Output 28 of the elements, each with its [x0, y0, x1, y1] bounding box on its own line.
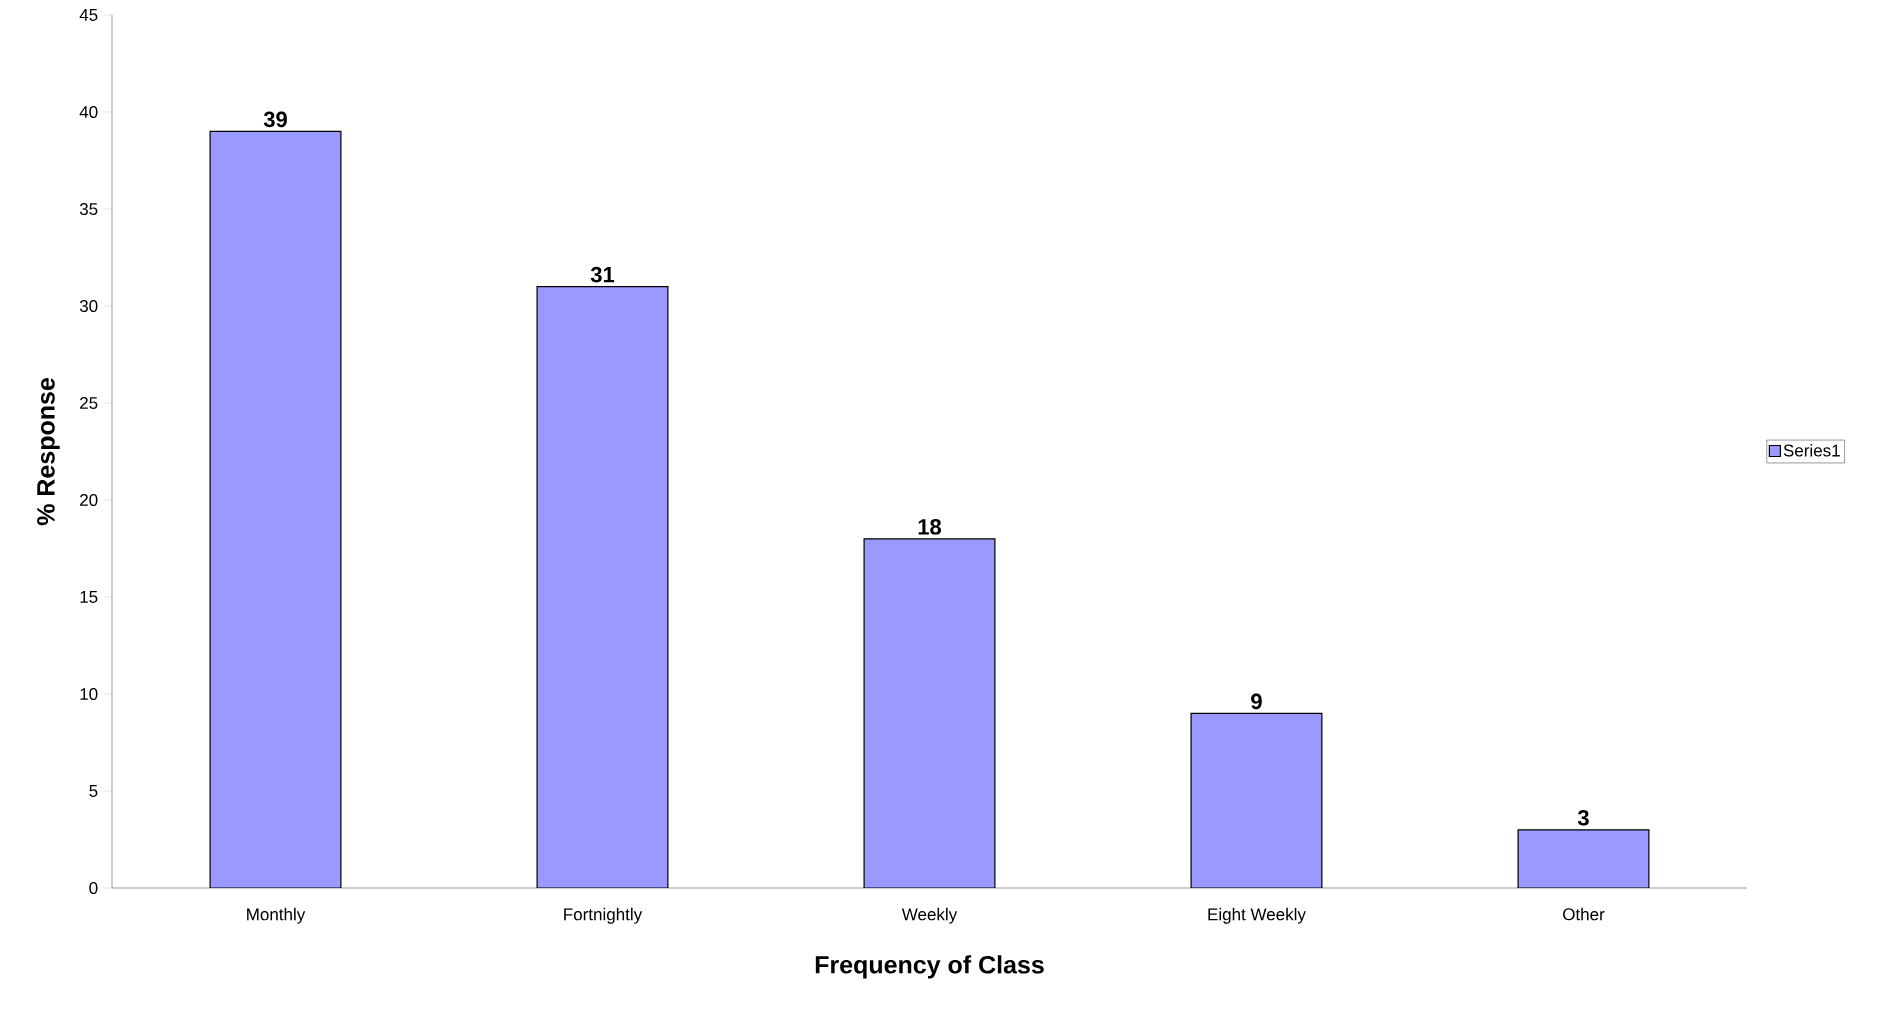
- bar: [1190, 712, 1323, 888]
- x-tick-label: Fortnightly: [564, 907, 643, 924]
- y-tick-label: 25: [80, 396, 98, 410]
- y-tick-label: 30: [79, 299, 98, 313]
- y-tick-label: 5: [89, 785, 98, 797]
- y-tick-label: 35: [79, 202, 98, 216]
- y-tick-label: 40: [79, 105, 98, 119]
- data-label: 3: [1577, 809, 1589, 826]
- y-tick-label: 10: [80, 687, 98, 701]
- x-tick-label: Weekly: [901, 907, 958, 924]
- legend-label: Series1: [1783, 444, 1840, 457]
- bar: [209, 130, 342, 888]
- y-tick-label: 0: [89, 881, 98, 895]
- x-tick-label: Eight Weekly: [1208, 907, 1306, 924]
- bar: [863, 538, 996, 888]
- y-tick-label: 45: [79, 9, 98, 21]
- y-tick-label: 15: [80, 591, 98, 603]
- bar: [536, 285, 669, 888]
- y-tick-label: 20: [80, 493, 98, 507]
- data-label: 18: [918, 519, 942, 535]
- x-tick-label: Other: [1563, 907, 1605, 921]
- data-label: 9: [1251, 693, 1262, 710]
- data-label: 31: [590, 266, 615, 283]
- x-tick-label: Monthly: [247, 907, 306, 924]
- bar: [1517, 829, 1650, 888]
- data-label: 39: [263, 111, 287, 128]
- x-axis-title: Frequency of Class: [815, 955, 1044, 979]
- y-axis-title: % Response: [37, 378, 60, 526]
